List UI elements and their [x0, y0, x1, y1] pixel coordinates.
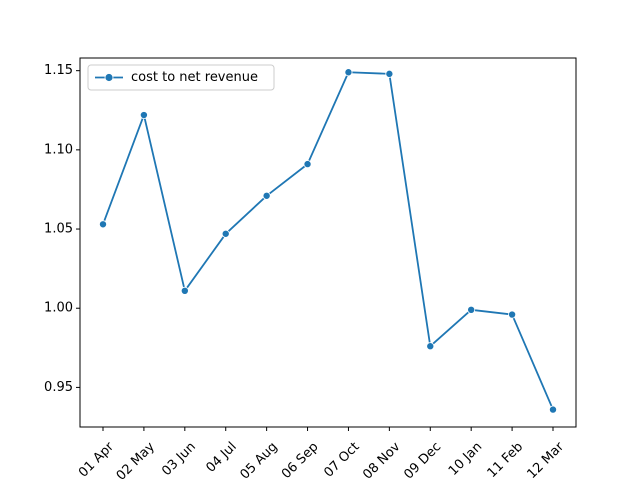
data-point: [508, 310, 517, 319]
legend-box: [87, 64, 275, 91]
data-point: [139, 111, 148, 120]
data-point: [221, 229, 230, 238]
axes-frame: [79, 57, 577, 428]
y-tick-label: 1.00: [44, 301, 73, 316]
data-point: [344, 68, 353, 77]
y-tick-label: 1.10: [44, 142, 73, 157]
data-point: [262, 191, 271, 200]
y-tick-label: 1.15: [44, 63, 73, 78]
data-point: [467, 305, 476, 314]
series-line: [102, 71, 554, 411]
data-point: [99, 220, 108, 229]
data-point: [180, 286, 189, 295]
data-point: [303, 160, 312, 169]
data-point: [549, 405, 558, 414]
data-point: [385, 69, 394, 78]
legend-label: cost to net revenue: [131, 70, 258, 85]
y-tick-label: 0.95: [44, 380, 73, 395]
legend-marker-swatch: [104, 73, 114, 82]
y-tick-label: 1.05: [44, 222, 73, 237]
data-point: [426, 342, 435, 351]
